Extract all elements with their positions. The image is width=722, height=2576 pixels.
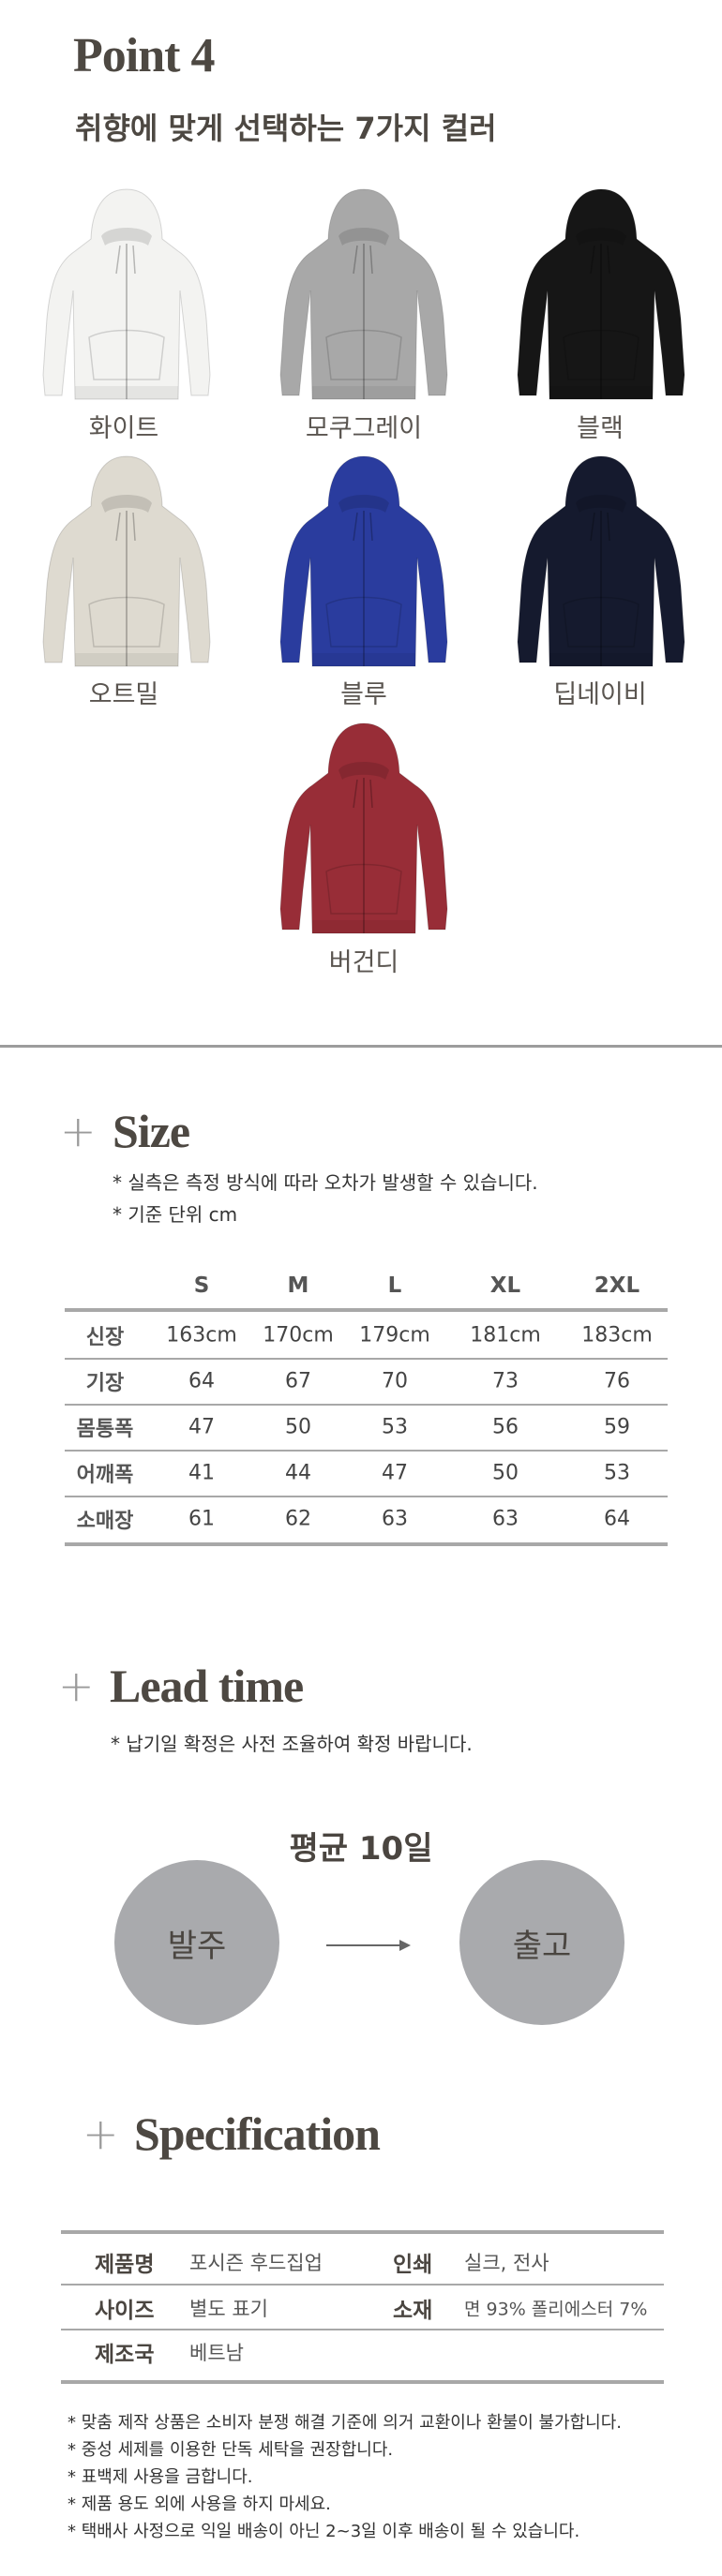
size-cell: 183cm: [581, 1323, 653, 1348]
color-label-blue: 블루: [340, 680, 387, 709]
size-table-rule: [65, 1450, 668, 1452]
size-column-header: XL: [489, 1273, 521, 1298]
size-row-label: 몸통폭: [76, 1418, 134, 1441]
size-cell: 73: [492, 1369, 519, 1393]
release-label: 출고: [512, 1927, 572, 1965]
hoodie-black-image: [512, 187, 690, 403]
average-lead-time: 평균 10일: [289, 1830, 433, 1868]
point-subtitle: 취향에 맞게 선택하는 7가지 컬러: [75, 111, 497, 146]
size-cell: 181cm: [470, 1323, 541, 1348]
size-cell: 64: [604, 1507, 630, 1531]
spec-label: 인쇄: [393, 2253, 433, 2277]
size-table-rule: [65, 1308, 668, 1312]
size-cell: 67: [285, 1369, 311, 1393]
size-table-rule: [65, 1404, 668, 1406]
section-divider: [0, 1045, 722, 1048]
size-cell: 47: [382, 1461, 408, 1485]
color-label-navy: 딥네이비: [553, 680, 647, 709]
plus-icon: +: [83, 2108, 119, 2159]
spec-value: 면 93% 폴리에스터 7%: [464, 2299, 648, 2320]
color-label-gray: 모쿠그레이: [305, 414, 423, 443]
size-note: * 기준 단위 cm: [113, 1203, 238, 1226]
spec-label: 제조국: [95, 2343, 155, 2367]
release-circle: 출고: [459, 1860, 624, 2025]
lead-time-note: * 납기일 확정은 사전 조율하여 확정 바랍니다.: [111, 1733, 473, 1755]
color-label-oatmeal: 오트밀: [88, 680, 159, 709]
spec-rule: [61, 2329, 664, 2330]
size-cell: 179cm: [359, 1323, 430, 1348]
size-title: Size: [113, 1105, 190, 1157]
size-column-header: S: [193, 1273, 210, 1298]
size-cell: 163cm: [166, 1323, 237, 1348]
color-label-burgundy: 버건디: [328, 948, 399, 977]
care-note: * 표백제 사용을 금합니다.: [68, 2467, 253, 2487]
spec-label: 소재: [393, 2299, 433, 2323]
care-note: * 맞춤 제작 상품은 소비자 분쟁 해결 기준에 의거 교환이나 환불이 불가…: [68, 2413, 623, 2433]
size-table-rule: [65, 1542, 668, 1546]
size-cell: 50: [285, 1415, 311, 1439]
size-note: * 실측은 측정 방식에 따라 오차가 발생할 수 있습니다.: [113, 1171, 538, 1194]
size-cell: 70: [382, 1369, 408, 1393]
size-cell: 59: [604, 1415, 630, 1439]
spec-label: 사이즈: [95, 2299, 155, 2323]
size-cell: 170cm: [263, 1323, 334, 1348]
lead-time-title: Lead time: [110, 1660, 304, 1712]
size-cell: 53: [604, 1461, 630, 1485]
hoodie-burgundy-image: [275, 722, 453, 937]
size-column-header: 2XL: [594, 1273, 640, 1298]
spec-value: 포시즌 후드집업: [189, 2252, 323, 2274]
size-row-label: 신장: [85, 1326, 125, 1349]
arrow-head-icon: [399, 1940, 411, 1951]
size-cell: 64: [188, 1369, 215, 1393]
order-circle: 발주: [114, 1860, 279, 2025]
spec-rule: [61, 2230, 664, 2234]
size-table-rule: [65, 1496, 668, 1497]
size-cell: 53: [382, 1415, 408, 1439]
care-note: * 택배사 사정으로 익일 배송이 아닌 2~3일 이후 배송이 될 수 있습니…: [68, 2522, 580, 2541]
size-cell: 50: [492, 1461, 519, 1485]
size-cell: 63: [492, 1507, 519, 1531]
size-cell: 62: [285, 1507, 311, 1531]
size-row-label: 기장: [85, 1372, 125, 1395]
size-row-label: 어깨폭: [76, 1464, 134, 1487]
spec-rule: [61, 2284, 664, 2286]
plus-icon: +: [58, 1660, 95, 1711]
hoodie-navy-image: [512, 454, 690, 670]
care-note: * 제품 용도 외에 사용을 하지 마세요.: [68, 2494, 331, 2514]
color-label-black: 블랙: [577, 414, 624, 443]
color-label-white: 화이트: [88, 414, 159, 443]
size-row-label: 소매장: [76, 1510, 134, 1533]
size-cell: 61: [188, 1507, 215, 1531]
spec-rule: [61, 2380, 664, 2384]
size-cell: 47: [188, 1415, 215, 1439]
arrow-right-icon: [326, 1944, 403, 1946]
spec-value: 별도 표기: [189, 2298, 268, 2320]
size-cell: 56: [492, 1415, 519, 1439]
size-cell: 63: [382, 1507, 408, 1531]
size-column-header: M: [287, 1273, 309, 1298]
care-note: * 중성 세제를 이용한 단독 세탁을 권장합니다.: [68, 2440, 394, 2460]
size-cell: 44: [285, 1461, 311, 1485]
size-table-rule: [65, 1358, 668, 1360]
spec-value: 실크, 전사: [464, 2252, 549, 2274]
hoodie-gray-image: [275, 187, 453, 403]
point-title: Point 4: [73, 29, 215, 82]
size-cell: 76: [604, 1369, 630, 1393]
hoodie-oatmeal-image: [38, 454, 216, 670]
size-column-header: L: [387, 1273, 402, 1298]
plus-icon: +: [60, 1106, 97, 1156]
hoodie-blue-image: [275, 454, 453, 670]
order-label: 발주: [167, 1927, 227, 1965]
size-cell: 41: [188, 1461, 215, 1485]
specification-title: Specification: [134, 2107, 381, 2160]
hoodie-white-image: [38, 187, 216, 403]
spec-label: 제품명: [95, 2253, 155, 2277]
spec-value: 베트남: [189, 2342, 244, 2364]
